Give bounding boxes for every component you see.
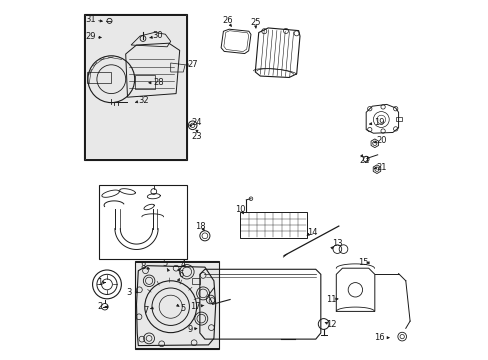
Text: 8: 8 (140, 262, 145, 271)
Text: 17: 17 (190, 302, 201, 311)
Text: 3: 3 (125, 288, 131, 297)
Bar (135, 262, 218, 348)
Bar (85, 15, 186, 159)
Text: 6: 6 (179, 270, 184, 279)
Text: 27: 27 (186, 60, 197, 69)
Text: 29: 29 (85, 32, 96, 41)
Text: 1: 1 (97, 278, 102, 287)
Bar (240, 212, 306, 238)
Text: 20: 20 (375, 136, 386, 145)
Text: 25: 25 (249, 18, 260, 27)
Text: 26: 26 (222, 16, 232, 25)
Bar (84, 14, 186, 160)
Text: 11: 11 (325, 295, 336, 304)
Bar (192, 278, 200, 284)
Text: 22: 22 (359, 156, 369, 165)
Text: 31: 31 (85, 15, 96, 24)
Text: 28: 28 (153, 78, 164, 87)
Text: 30: 30 (152, 31, 163, 40)
Text: 24: 24 (191, 118, 202, 127)
Text: 21: 21 (375, 163, 386, 172)
Text: 10: 10 (234, 205, 245, 214)
Text: 23: 23 (191, 132, 202, 141)
Text: 9: 9 (187, 325, 192, 334)
Text: 18: 18 (195, 222, 205, 231)
Text: 19: 19 (373, 118, 384, 127)
Text: 5: 5 (180, 305, 185, 313)
Text: 5: 5 (162, 259, 167, 268)
Text: 2: 2 (97, 302, 102, 311)
Bar (134, 261, 219, 349)
Text: 4: 4 (180, 260, 185, 269)
Text: 14: 14 (306, 228, 317, 237)
Text: 7: 7 (142, 306, 148, 315)
Text: 16: 16 (374, 333, 385, 342)
Text: 12: 12 (325, 320, 336, 329)
Text: 13: 13 (331, 238, 342, 248)
Text: 15: 15 (357, 258, 368, 267)
Bar (134, 75, 154, 89)
Bar (99, 185, 186, 259)
Text: 32: 32 (138, 95, 149, 104)
